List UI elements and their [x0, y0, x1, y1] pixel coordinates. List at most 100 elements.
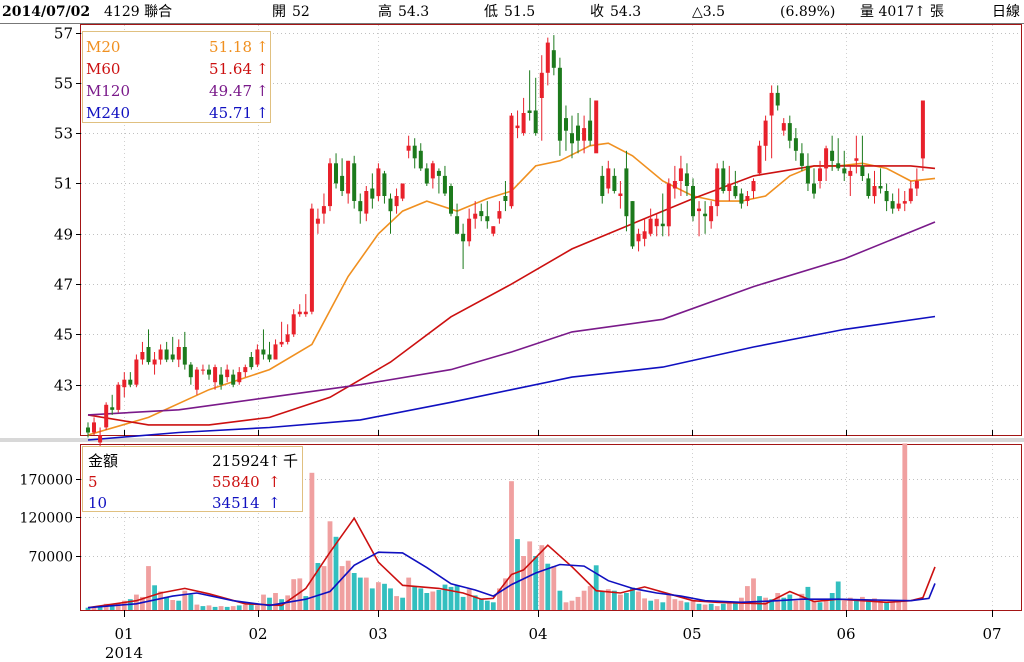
candle-body — [781, 123, 786, 131]
candle-body — [291, 314, 296, 335]
volume-tick-label: 170000 — [20, 473, 73, 489]
volume-bar — [847, 597, 853, 610]
candle-body — [315, 218, 320, 224]
candle-body — [757, 145, 762, 174]
volume-bar — [624, 593, 629, 610]
candle-body — [249, 357, 254, 368]
volume-bar — [194, 604, 200, 610]
volume-bar — [684, 602, 690, 610]
volume-bar — [351, 573, 357, 610]
candle-body — [630, 201, 635, 247]
candle-body — [691, 186, 695, 217]
volume-bar — [745, 586, 750, 610]
candle-body — [618, 193, 623, 196]
candle-body — [884, 191, 889, 202]
volume-unit: 張 — [930, 4, 944, 20]
volume-legend-unit: 千 — [283, 452, 298, 470]
volume-bar — [618, 594, 623, 610]
price-tick-label: 53 — [54, 125, 73, 143]
volume-bar — [533, 556, 539, 610]
open-value: 52 — [292, 4, 310, 20]
candle-body — [146, 347, 151, 363]
volume-bar — [569, 600, 575, 610]
candle-body — [467, 218, 472, 242]
volume-bar — [872, 598, 877, 610]
volume-bar — [636, 591, 641, 610]
candle-body — [793, 138, 798, 151]
volume-bar — [261, 594, 266, 610]
date-tick-label: 03 — [368, 625, 387, 643]
candle-body — [334, 163, 338, 184]
volume-bar — [787, 594, 793, 610]
legend-name-m20: M20 — [86, 38, 120, 56]
date-tick-label: 05 — [682, 625, 701, 643]
candle-body — [164, 349, 169, 360]
volume-bar — [702, 604, 708, 610]
candle-body — [576, 125, 580, 141]
candle-body — [533, 110, 538, 134]
price-tick-label: 47 — [54, 276, 73, 294]
volume-bar — [587, 586, 593, 610]
open-label: 開 — [272, 4, 286, 20]
volume-bar — [170, 600, 176, 610]
high-label: 高 — [378, 4, 392, 20]
volume-bar — [369, 588, 375, 610]
date-tick-label: 04 — [528, 625, 547, 643]
candle-body — [830, 150, 835, 161]
volume-legend-arrow: ↑ — [268, 494, 281, 512]
ma-line-m120 — [87, 221, 936, 416]
volume-bar — [291, 579, 297, 610]
volume-bar — [309, 472, 315, 610]
candle-body — [273, 344, 278, 360]
volume-bar — [382, 583, 387, 610]
volume-bar — [188, 594, 194, 610]
volume-legend: 金額 215924↑ 千5 55840 ↑10 34514 ↑ — [82, 446, 303, 512]
low-label: 低 — [484, 4, 498, 20]
candle-body — [515, 125, 520, 129]
volume-bar — [545, 563, 551, 610]
candle-body — [697, 208, 701, 212]
volume-bar — [521, 556, 526, 610]
volume-legend-value: 34514 — [212, 494, 260, 512]
candle-body — [461, 233, 466, 242]
candle-body — [473, 213, 478, 219]
volume-bar — [85, 607, 91, 610]
volume-arrow: ↑ — [914, 4, 926, 20]
volume-bar — [158, 591, 163, 610]
legend-name-m240: M240 — [86, 104, 130, 122]
candle-body — [219, 374, 224, 385]
candle-body — [140, 352, 145, 360]
candle-body — [442, 175, 447, 194]
candle-body — [86, 427, 90, 433]
candle-body — [364, 191, 369, 214]
candle-body — [98, 435, 103, 443]
high-value: 54.3 — [398, 4, 430, 20]
candle-body — [824, 148, 829, 169]
volume-bar — [660, 602, 666, 610]
candle-body — [194, 369, 199, 390]
volume-bar — [388, 588, 393, 610]
candle-body — [370, 188, 375, 199]
volume-bar — [866, 600, 871, 610]
candle-body — [358, 201, 363, 212]
volume-bar — [182, 590, 188, 610]
price-change: △3.5 — [692, 4, 726, 20]
candle-body — [485, 216, 490, 222]
candle-body — [606, 168, 611, 189]
volume-bar — [394, 596, 399, 610]
candle-body — [751, 181, 756, 192]
candle-body — [733, 186, 738, 197]
volume-bar — [835, 581, 841, 610]
candle-body — [866, 178, 871, 196]
candle-body — [491, 226, 496, 234]
volume-bar — [333, 536, 339, 610]
candle-body — [382, 173, 387, 196]
candle-body — [267, 354, 272, 360]
volume-bar — [321, 566, 327, 610]
legend-name-m60: M60 — [86, 60, 120, 78]
volume-bar — [230, 606, 236, 610]
quote-date: 2014/07/02 — [2, 4, 91, 20]
candle-body — [152, 359, 157, 365]
volume-bar — [666, 593, 672, 610]
price-legend-box — [82, 31, 271, 123]
